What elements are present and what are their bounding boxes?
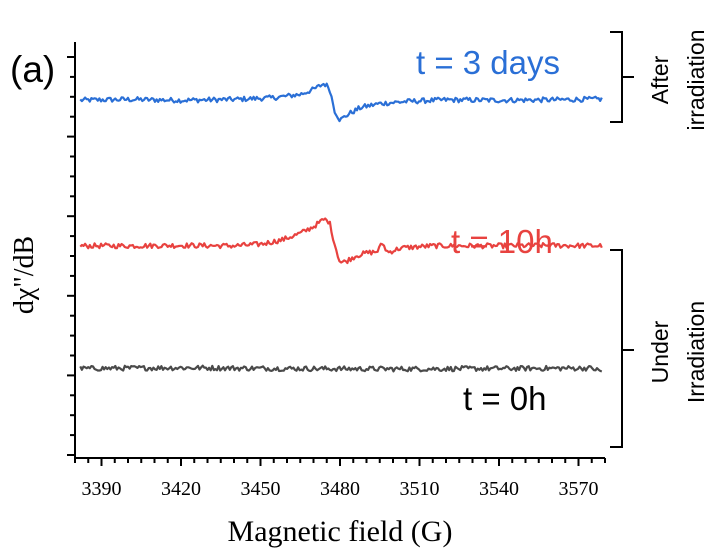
- series-line-2: [79, 364, 603, 373]
- x-tick-label: 3540: [479, 478, 519, 500]
- x-tick-label: 3570: [559, 478, 599, 500]
- labels-layer: (a) dχ"/dB Magnetic field (G) t = 3 days…: [9, 44, 560, 548]
- x-tick-label: 3450: [241, 478, 281, 500]
- series-line-1: [79, 217, 603, 265]
- irradiation-label-under: Irradiation: [683, 301, 709, 403]
- series-label-10h: t = 10h: [451, 223, 553, 260]
- series-line-0: [79, 82, 603, 123]
- after-label: After: [647, 55, 673, 104]
- x-tick-label: 3420: [161, 478, 201, 500]
- x-tick-label: 3390: [82, 478, 122, 500]
- x-axis-label: Magnetic field (G): [228, 515, 453, 548]
- series-label-0h: t = 0h: [463, 380, 546, 417]
- series-label-3-days: t = 3 days: [416, 44, 560, 81]
- axes: 3390 3420 3450 3480 3510 3540 3570: [67, 42, 606, 500]
- y-axis-label: dχ"/dB: [9, 236, 40, 314]
- series-layer: [79, 82, 603, 373]
- irradiation-label-after: irradiation: [683, 30, 709, 131]
- under-irradiation-bracket: [610, 249, 634, 448]
- x-tick-label: 3480: [320, 478, 360, 500]
- x-tick-label: 3510: [400, 478, 440, 500]
- brackets-layer: After irradiation Under Irradiation: [610, 30, 709, 448]
- under-label: Under: [647, 320, 673, 383]
- panel-label: (a): [10, 49, 55, 90]
- after-irradiation-bracket: [610, 31, 634, 123]
